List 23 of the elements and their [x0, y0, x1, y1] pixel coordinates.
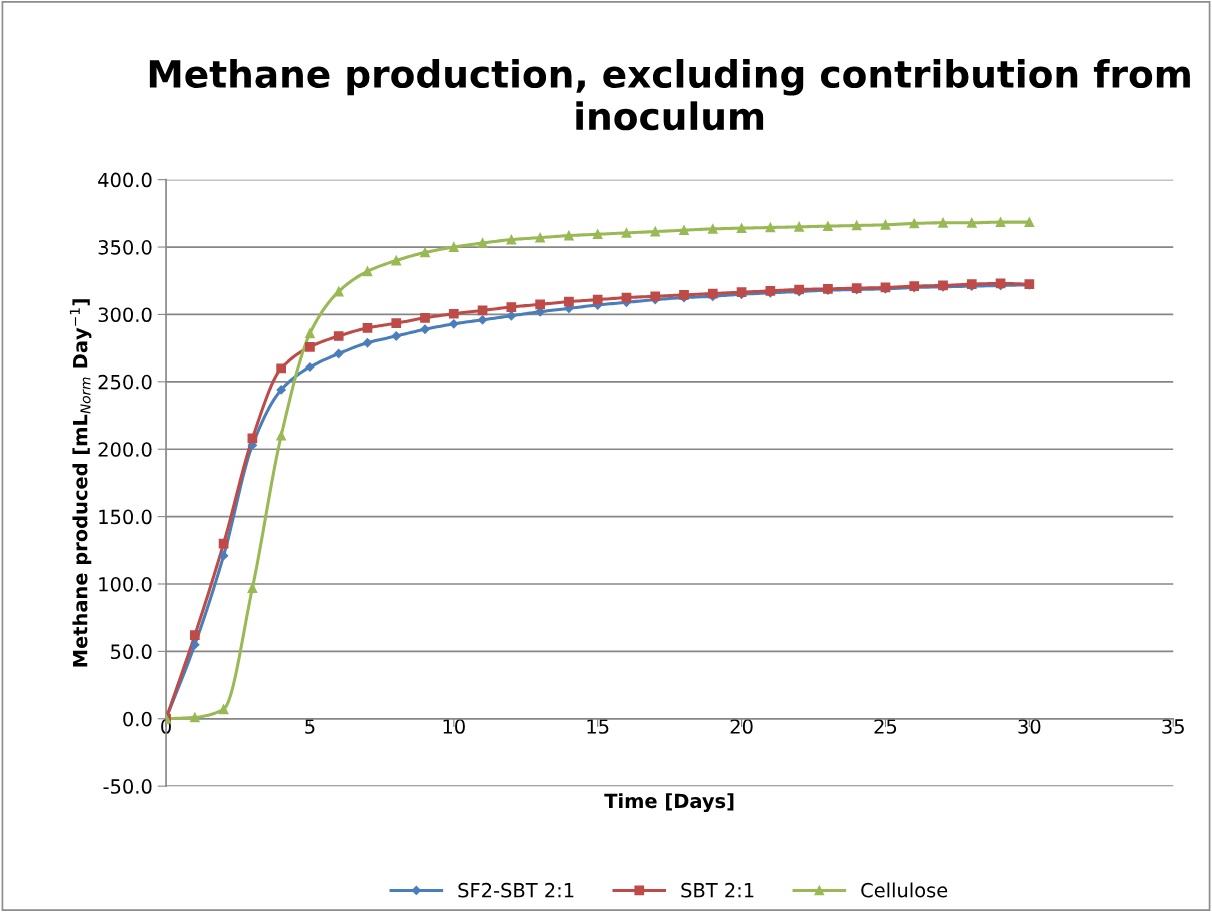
- y-axis-title: Methane produced [mL$_{Norm}$ Day$^{−1}$]: [69, 299, 92, 667]
- y-tick-label: 150.0: [99, 509, 152, 525]
- x-axis-title: Time [Days]: [604, 793, 734, 813]
- legend-label: SF2-SBT 2:1: [458, 882, 574, 898]
- x-tick-label: 15: [587, 719, 609, 734]
- y-tick-label: 100.0: [99, 576, 152, 592]
- legend-label: Cellulose: [861, 882, 948, 898]
- x-tick-label: 20: [730, 719, 753, 734]
- y-tick-label: 250.0: [98, 374, 152, 390]
- x-tick-label: 10: [443, 719, 465, 734]
- x-tick-label: 5: [305, 719, 315, 734]
- y-tick-label: 350.0: [98, 240, 152, 255]
- x-tick-label: 30: [1018, 719, 1041, 734]
- y-tick-label: 50.0: [111, 644, 152, 660]
- y-tick-label: -50.0: [103, 779, 152, 794]
- y-tick-label: 200.0: [98, 442, 152, 457]
- y-tick-label: 300.0: [98, 307, 152, 323]
- y-tick-label: 400.0: [98, 172, 152, 188]
- x-tick-label: 25: [874, 719, 897, 734]
- legend-label: SBT 2:1: [681, 882, 754, 898]
- y-tick-label: 0.0: [123, 711, 152, 727]
- chart-title: Methane production, excluding contribution from inoculum: [149, 59, 1190, 131]
- x-tick-label: 35: [1162, 719, 1184, 734]
